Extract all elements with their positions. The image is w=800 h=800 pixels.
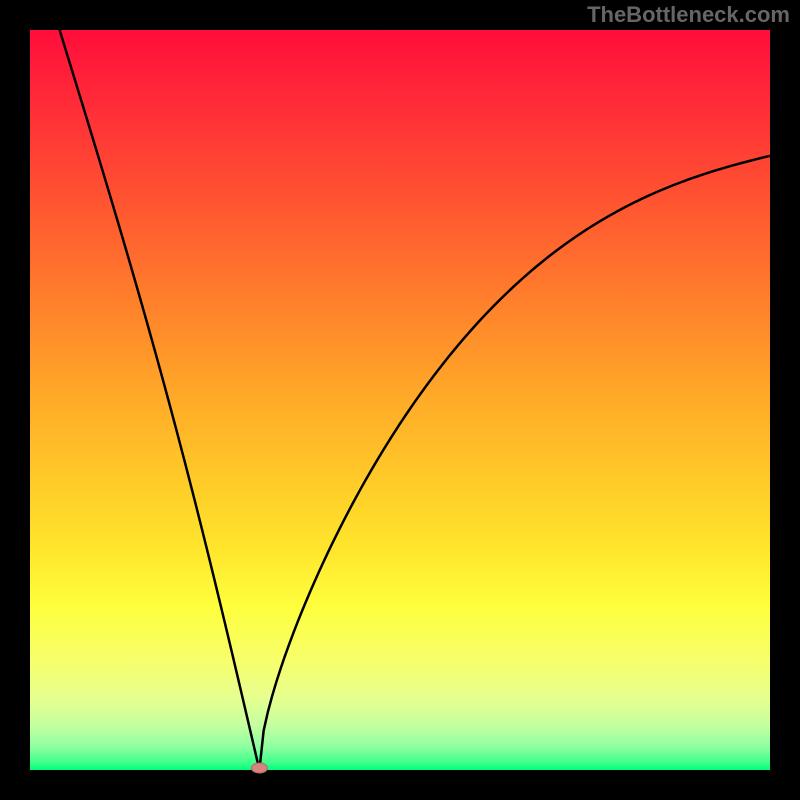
bottleneck-chart	[0, 0, 800, 800]
watermark-text: TheBottleneck.com	[587, 2, 790, 28]
chart-container: TheBottleneck.com	[0, 0, 800, 800]
minimum-marker	[251, 763, 267, 773]
